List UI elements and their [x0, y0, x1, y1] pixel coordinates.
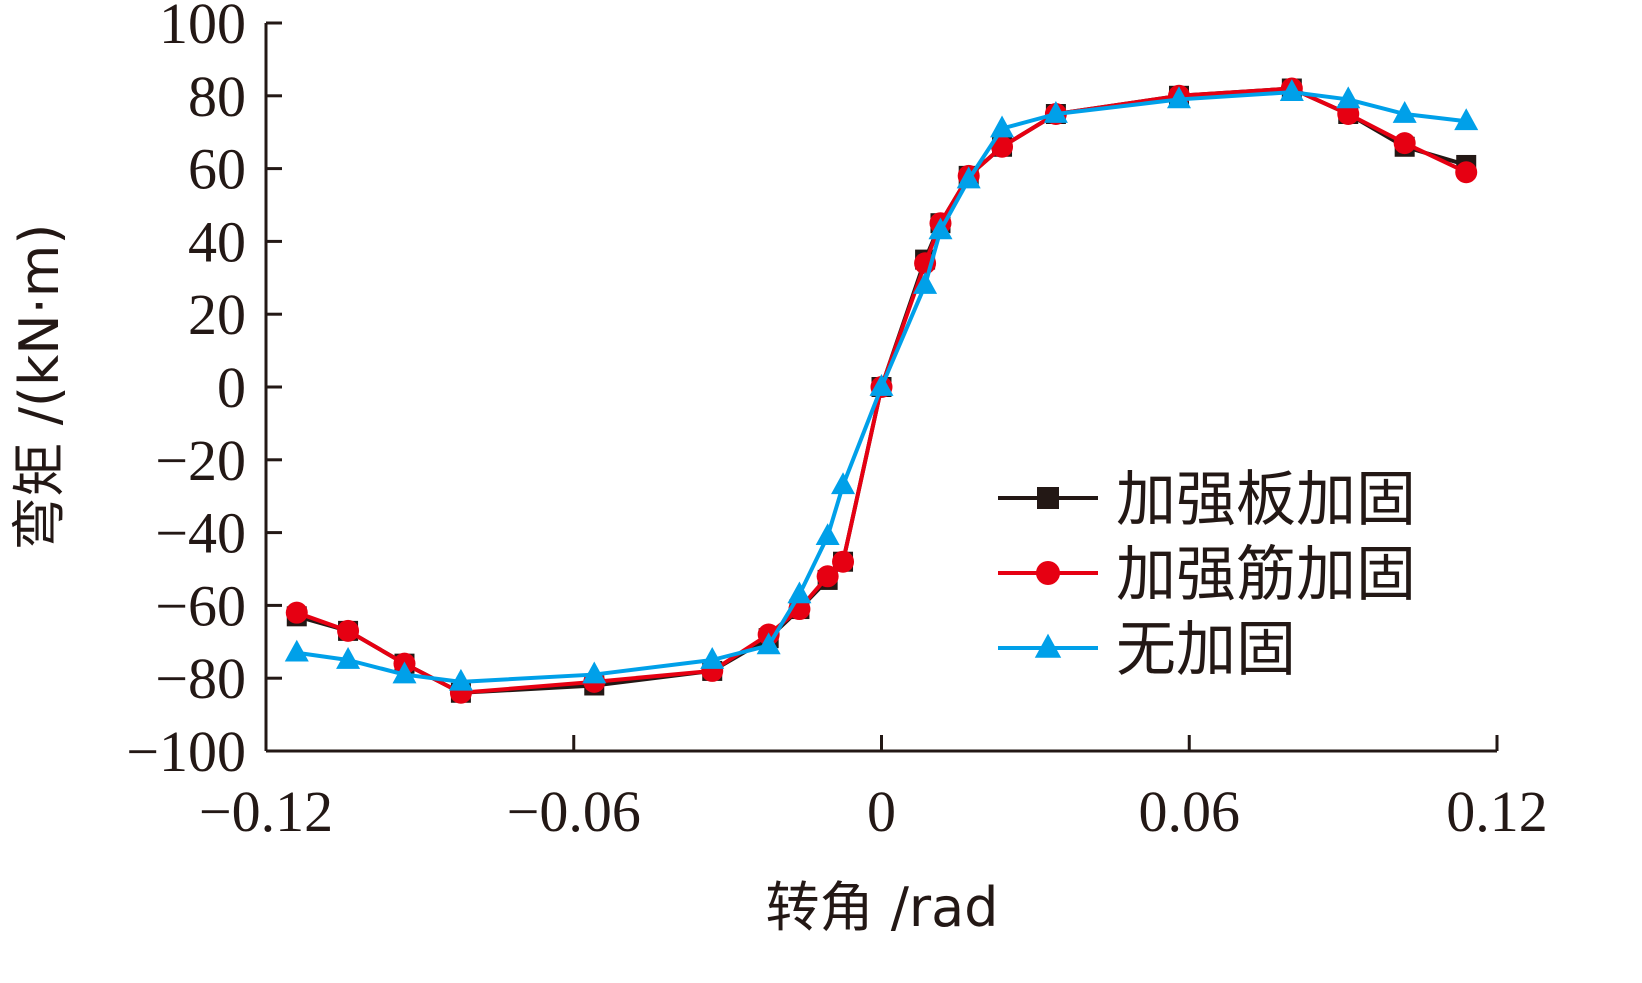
y-tick-label: −20 — [155, 428, 246, 493]
triangle-marker — [1166, 86, 1191, 109]
legend-item: 加强板加固 — [998, 465, 1416, 535]
y-tick-label: 40 — [188, 209, 246, 274]
series-triangle — [284, 79, 1479, 691]
triangle-marker — [700, 646, 725, 669]
circle-marker — [832, 550, 855, 573]
x-tick-label: 0.06 — [1139, 779, 1241, 844]
circle-marker — [1337, 103, 1360, 125]
y-tick-label: 100 — [159, 0, 246, 56]
circle-marker — [285, 601, 308, 624]
y-tick-label: −100 — [126, 719, 246, 784]
y-axis-label: 弯矩 /(kN·m) — [8, 224, 71, 551]
circle-marker — [1455, 161, 1478, 184]
triangle-marker — [448, 668, 473, 691]
y-tick-label: −40 — [155, 501, 246, 566]
square-marker — [1037, 487, 1059, 509]
legend-label: 无加固 — [1116, 615, 1296, 685]
circle-marker — [816, 565, 839, 588]
triangle-marker — [582, 661, 607, 684]
triangle-marker — [284, 639, 309, 662]
x-axis-label: 转角 /rad — [766, 876, 999, 939]
circle-marker — [1393, 132, 1416, 155]
x-tick-label: 0 — [867, 779, 896, 844]
y-tick-label: 80 — [188, 64, 246, 129]
circle-marker — [337, 619, 360, 642]
x-tick-label: −0.06 — [507, 779, 641, 844]
circle-marker — [991, 135, 1014, 158]
triangle-marker — [392, 661, 417, 684]
triangle-marker — [869, 373, 894, 396]
triangle-marker — [1454, 108, 1479, 131]
triangle-marker — [1336, 86, 1361, 109]
triangle-marker — [928, 217, 953, 240]
y-tick-label: −80 — [155, 646, 246, 711]
triangle-marker — [815, 523, 840, 546]
y-tick-label: −60 — [155, 573, 246, 638]
y-tick-label: 20 — [188, 282, 246, 347]
y-tick-label: 0 — [217, 355, 246, 420]
triangle-marker — [831, 472, 856, 495]
legend-label: 加强筋加固 — [1116, 540, 1416, 610]
triangle-marker — [956, 166, 981, 189]
triangle-marker — [1043, 100, 1068, 123]
triangle-marker — [990, 115, 1015, 138]
legend-item: 加强筋加固 — [998, 540, 1416, 610]
axes: −100 −80 −60 −40 −20 0 20 40 60 80 100 −0.12 −0.06 0 0… — [126, 0, 1547, 844]
triangle-marker — [787, 581, 812, 604]
legend-item: 无加固 — [998, 615, 1296, 685]
series-group — [284, 77, 1479, 704]
triangle-marker — [1392, 100, 1417, 123]
circle-marker — [1036, 561, 1060, 585]
triangle-marker — [336, 646, 361, 669]
triangle-marker — [756, 632, 781, 655]
triangle-marker — [913, 272, 938, 294]
x-tick-label: 0.12 — [1446, 779, 1548, 844]
triangle-marker — [1279, 79, 1304, 101]
x-tick-label: −0.12 — [199, 779, 333, 844]
y-tick-label: 60 — [188, 137, 246, 202]
legend-label: 加强板加固 — [1116, 465, 1416, 535]
triangle-marker — [1034, 633, 1062, 658]
